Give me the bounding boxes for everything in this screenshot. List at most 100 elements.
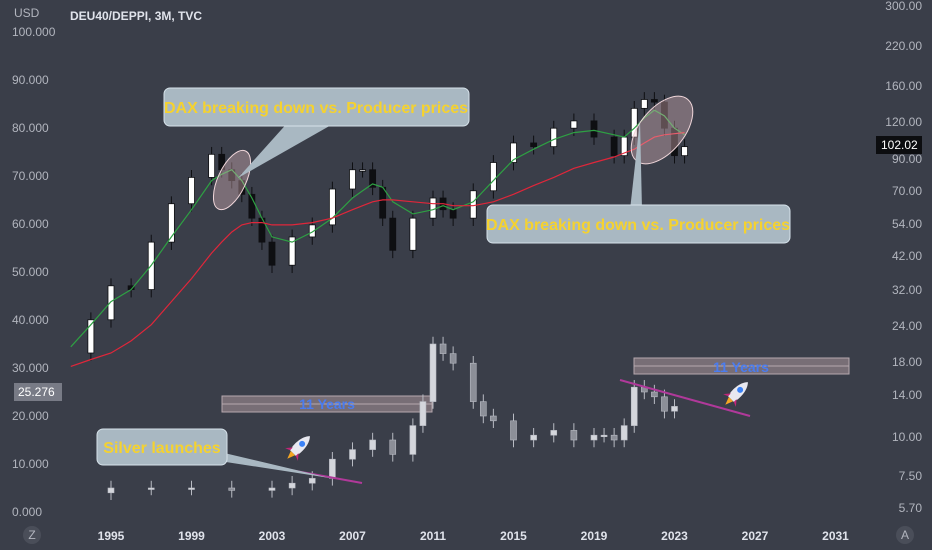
silver-candle	[570, 430, 578, 441]
silver-candle	[671, 406, 678, 412]
right-axis-tick: 70.00	[892, 184, 922, 198]
silver-candle	[409, 425, 417, 455]
dax-candle	[469, 190, 477, 219]
dax-candle	[359, 169, 366, 172]
right-axis-tick: 24.00	[892, 319, 922, 333]
right-axis-tick: 120.00	[885, 115, 922, 129]
time-axis-tick: 1999	[178, 529, 205, 543]
right-price-axis[interactable]: 300.00 220.00 160.00 120.00 90.00 70.00 54.00 4…	[885, 0, 922, 515]
silver-candle	[651, 391, 658, 398]
callout-pointer	[200, 452, 330, 478]
right-current-value: 102.02	[881, 138, 918, 152]
left-axis-tick: 50.000	[12, 265, 49, 279]
highlight-ellipse-1[interactable]	[206, 145, 258, 215]
silver-candle	[188, 487, 195, 490]
dax-candle	[369, 169, 377, 188]
dax-candle	[489, 162, 497, 192]
silver-candle	[490, 415, 497, 422]
callout-pointer	[630, 120, 642, 210]
left-axis-tick: 40.000	[12, 313, 49, 327]
dax-series	[70, 92, 688, 367]
right-axis-tick: 5.70	[899, 501, 923, 515]
right-axis-tick: 300.00	[885, 0, 922, 13]
dax-candle	[87, 319, 95, 354]
silver-candle	[349, 449, 356, 460]
zoom-button[interactable]	[23, 526, 41, 544]
rocket-icon	[723, 382, 748, 407]
dax-candle	[650, 99, 658, 103]
time-axis-tick: 2003	[259, 529, 286, 543]
time-axis-tick: 2027	[742, 529, 769, 543]
silver-candle	[480, 401, 487, 417]
left-price-axis[interactable]: 100.000 90.000 80.000 70.000 60.000 50.000 40.…	[12, 25, 56, 519]
years-band-2[interactable]: 11 Years	[633, 357, 850, 375]
silver-candle	[510, 420, 517, 441]
silver-candle	[369, 439, 376, 450]
dax-candle	[167, 203, 175, 243]
silver-candle	[268, 487, 276, 491]
zoom-button-label: Z	[28, 528, 35, 542]
time-axis-tick: 2007	[339, 529, 366, 543]
time-axis[interactable]: 1995 1999 2003 2007 2011 2015 2019 2023 2027 2031…	[23, 526, 914, 544]
silver-candle	[590, 434, 598, 441]
silver-candle	[308, 478, 316, 484]
left-axis-tick: 20.000	[12, 409, 49, 423]
dax-candle	[570, 120, 578, 129]
silver-candle	[630, 386, 638, 426]
dax-ma-line-1	[70, 109, 685, 348]
left-axis-tick: 70.000	[12, 169, 49, 183]
symbol-title: DEU40/DEPPI, 3M, TVC	[70, 9, 202, 23]
callout-2-text: DAX breaking down vs. Producer prices	[486, 217, 790, 234]
right-axis-tick: 10.00	[892, 430, 922, 444]
dax-candle	[590, 120, 598, 138]
callout-1[interactable]: DAX breaking down vs. Producer prices	[163, 87, 470, 178]
silver-candle	[530, 434, 537, 441]
dax-candle	[248, 193, 256, 219]
dax-candle	[661, 101, 668, 129]
time-axis-tick: 2031	[822, 529, 849, 543]
silver-candle	[288, 482, 296, 489]
dax-candle	[288, 236, 296, 266]
silver-candle	[610, 434, 618, 441]
silver-candle	[228, 487, 236, 491]
callout-2[interactable]: DAX breaking down vs. Producer prices	[486, 120, 791, 244]
time-axis-tick: 2019	[581, 529, 608, 543]
dax-candle	[389, 217, 397, 251]
right-axis-tick: 7.50	[899, 469, 923, 483]
callout-3[interactable]: Silver launches	[96, 428, 330, 478]
callout-box	[96, 428, 228, 466]
auto-scale-button[interactable]	[896, 526, 914, 544]
silver-candle	[469, 362, 477, 402]
dax-candle	[409, 217, 417, 251]
silver-candle	[449, 353, 457, 364]
callout-box	[163, 87, 470, 127]
dax-candle	[268, 241, 276, 266]
dax-candle	[107, 285, 115, 321]
dax-candle	[208, 153, 216, 178]
silver-candle	[550, 430, 558, 436]
dax-candle	[610, 136, 618, 157]
silver-candle	[600, 434, 608, 438]
left-axis-tick: 30.000	[12, 361, 49, 375]
silver-trendline-2[interactable]	[619, 379, 751, 417]
right-axis-tick: 54.00	[892, 217, 922, 231]
callout-pointer	[238, 120, 340, 178]
callout-1-text: DAX breaking down vs. Producer prices	[164, 100, 468, 117]
rocket-icon	[285, 436, 310, 461]
right-axis-tick: 18.00	[892, 355, 922, 369]
callout-box	[486, 204, 791, 244]
dax-candle	[349, 169, 356, 190]
right-axis-tick: 160.00	[885, 79, 922, 93]
silver-candle	[439, 343, 447, 354]
silver-candle	[107, 487, 115, 494]
currency-label: USD	[14, 6, 40, 20]
years-band-1[interactable]: 11 Years	[221, 395, 433, 413]
dax-candle	[681, 146, 688, 157]
dax-candle	[449, 209, 457, 219]
silver-candle	[329, 458, 336, 479]
dax-candle	[429, 197, 437, 219]
silver-candle	[620, 425, 628, 441]
left-axis-tick: 10.000	[12, 457, 49, 471]
